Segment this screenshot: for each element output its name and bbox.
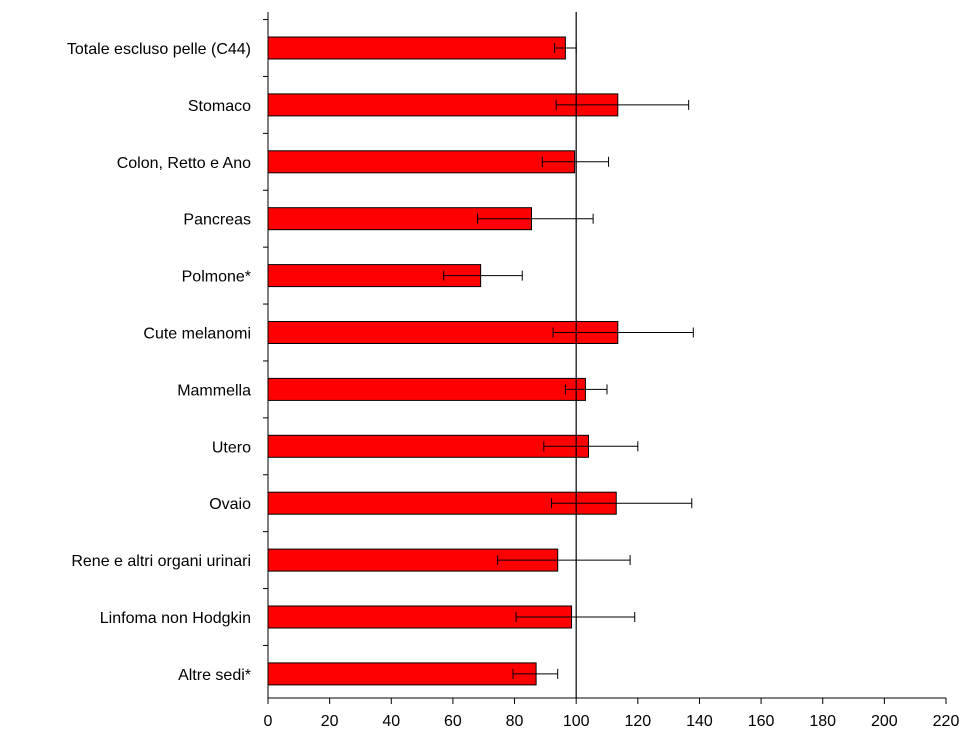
- category-label: Altre sedi*: [178, 667, 251, 684]
- x-tick-label: 180: [809, 713, 836, 730]
- category-label: Pancreas: [183, 212, 251, 229]
- error-bar: [443, 270, 523, 281]
- x-tick-label: 140: [686, 713, 713, 730]
- x-tick-label: 0: [264, 713, 273, 730]
- category-label: Colon, Retto e Ano: [117, 155, 251, 172]
- category-label: Mammella: [177, 382, 251, 399]
- category-label: Cute melanomi: [143, 326, 251, 343]
- x-tick-label: 200: [871, 713, 898, 730]
- bar: [267, 662, 537, 686]
- category-label: Stomaco: [188, 98, 251, 115]
- category-label: Linfoma non Hodgkin: [100, 610, 251, 627]
- x-tick-label: 40: [382, 713, 400, 730]
- category-label: Rene e altri organi urinari: [71, 553, 251, 570]
- error-bar: [512, 668, 559, 679]
- error-bar: [541, 156, 610, 167]
- x-tick-label: 160: [748, 713, 775, 730]
- error-bars-layer: [443, 43, 694, 679]
- error-bar: [543, 441, 639, 452]
- category-label: Polmone*: [182, 269, 251, 286]
- error-bar: [515, 612, 636, 622]
- x-ticks-layer: 0 20 40 60 80 100 120 140 160 180 200 220: [263, 19, 960, 730]
- error-bar: [555, 99, 690, 110]
- bar: [267, 150, 576, 174]
- error-bar: [477, 213, 594, 224]
- category-label: Utero: [212, 439, 251, 456]
- bar: [267, 36, 566, 60]
- error-bar: [564, 384, 608, 395]
- category-labels-layer: Totale escluso pelle (C44) Stomaco Colon, …: [67, 41, 251, 684]
- category-label: Ovaio: [209, 496, 251, 513]
- x-tick-label: 220: [933, 713, 960, 730]
- bar: [267, 377, 586, 401]
- x-tick-label: 20: [321, 713, 339, 730]
- bar: [267, 434, 590, 458]
- x-tick-label: 80: [506, 713, 524, 730]
- bars-layer: [267, 36, 619, 686]
- error-bar: [551, 498, 693, 509]
- category-label: Totale escluso pelle (C44): [67, 41, 251, 58]
- error-bar: [497, 555, 631, 566]
- x-tick-label: 100: [563, 713, 590, 730]
- x-tick-label: 120: [624, 713, 651, 730]
- x-tick-label: 60: [444, 713, 462, 730]
